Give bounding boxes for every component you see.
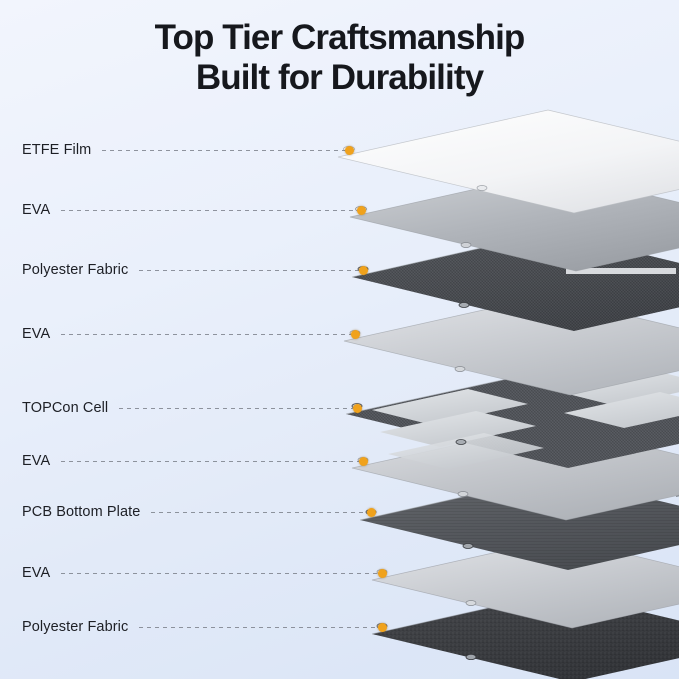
callout-dot xyxy=(378,623,387,632)
leader-line xyxy=(61,209,362,211)
layer-label: Polyester Fabric xyxy=(22,619,129,635)
leader-line xyxy=(151,511,372,513)
layer-label: EVA xyxy=(22,565,51,581)
layer-callout: Polyester Fabric xyxy=(22,618,383,636)
layer-callout: EVA xyxy=(22,452,364,470)
leader-line xyxy=(61,572,383,574)
layer-callout: EVA xyxy=(22,201,362,219)
leader-line xyxy=(119,407,358,409)
layer-callout: PCB Bottom Plate xyxy=(22,503,372,521)
layer-callout: TOPCon Cell xyxy=(22,399,358,417)
callout-dot xyxy=(359,266,368,275)
callout-dot xyxy=(357,206,366,215)
layer-label: EVA xyxy=(22,326,51,342)
leader-line xyxy=(61,333,356,335)
layer-label: PCB Bottom Plate xyxy=(22,504,141,520)
leader-line xyxy=(102,149,350,151)
layer-label: ETFE Film xyxy=(22,142,92,158)
callout-dot xyxy=(353,404,362,413)
layer-label: TOPCon Cell xyxy=(22,400,109,416)
leader-line xyxy=(139,626,383,628)
layer-label: EVA xyxy=(22,202,51,218)
callout-dot xyxy=(359,457,368,466)
layer-callout: EVA xyxy=(22,325,356,343)
layer-callout: ETFE Film xyxy=(22,141,350,159)
callout-dot xyxy=(345,146,354,155)
callout-dot xyxy=(367,508,376,517)
leader-line xyxy=(139,269,364,271)
layer-callout: EVA xyxy=(22,564,383,582)
layer-etfe-film xyxy=(337,109,679,214)
layer-label: Polyester Fabric xyxy=(22,262,129,278)
layer-label: EVA xyxy=(22,453,51,469)
leader-line xyxy=(61,460,364,462)
callout-dot xyxy=(351,330,360,339)
layer-topcon-cell xyxy=(345,369,679,469)
callout-dot xyxy=(378,569,387,578)
layer-callout: Polyester Fabric xyxy=(22,261,364,279)
